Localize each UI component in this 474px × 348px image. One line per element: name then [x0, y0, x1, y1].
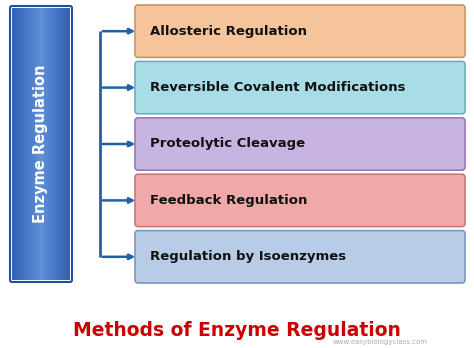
- FancyBboxPatch shape: [135, 231, 465, 283]
- FancyBboxPatch shape: [135, 118, 465, 170]
- Text: Reversible Covalent Modifications: Reversible Covalent Modifications: [150, 81, 405, 94]
- FancyBboxPatch shape: [135, 174, 465, 227]
- Text: www.easybiologyclass.com: www.easybiologyclass.com: [332, 339, 428, 345]
- Text: Allosteric Regulation: Allosteric Regulation: [150, 25, 307, 38]
- Text: Enzyme Regulation: Enzyme Regulation: [34, 65, 48, 223]
- FancyBboxPatch shape: [135, 61, 465, 114]
- Text: Proteolytic Cleavage: Proteolytic Cleavage: [150, 137, 305, 150]
- Text: Methods of Enzyme Regulation: Methods of Enzyme Regulation: [73, 321, 401, 340]
- Text: Feedback Regulation: Feedback Regulation: [150, 194, 307, 207]
- Text: Regulation by Isoenzymes: Regulation by Isoenzymes: [150, 250, 346, 263]
- FancyBboxPatch shape: [135, 5, 465, 57]
